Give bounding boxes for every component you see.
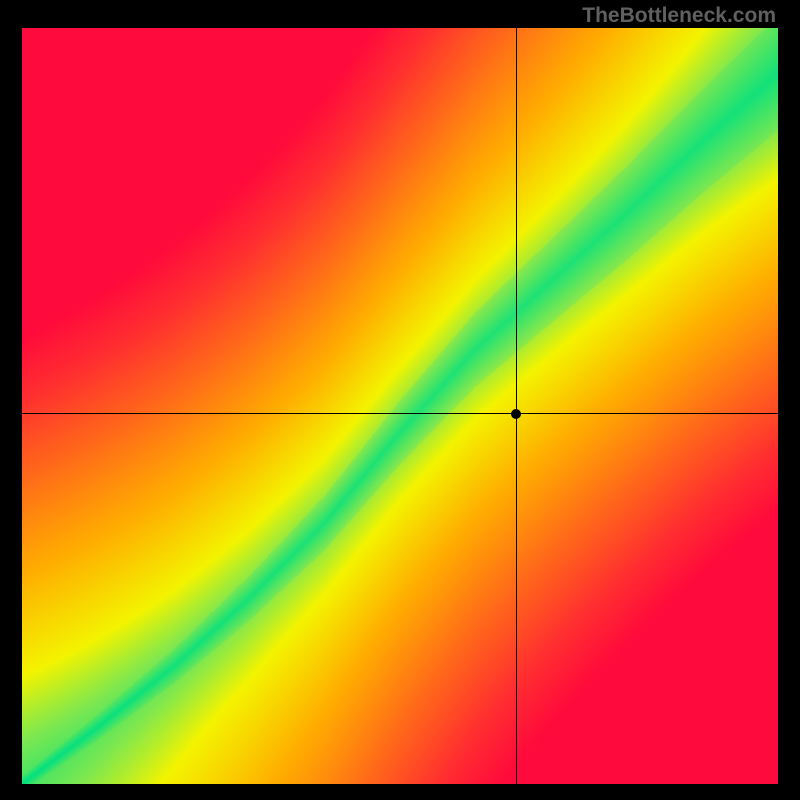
crosshair-vertical (516, 28, 517, 784)
watermark-text: TheBottleneck.com (582, 4, 776, 28)
crosshair-marker (511, 409, 521, 419)
crosshair-horizontal (22, 413, 778, 414)
bottleneck-heatmap (22, 28, 778, 784)
heatmap-canvas (22, 28, 778, 784)
